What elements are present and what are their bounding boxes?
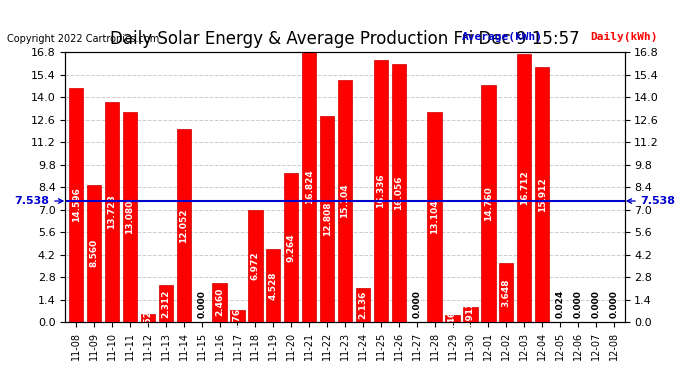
Text: Copyright 2022 Cartronics.com: Copyright 2022 Cartronics.com	[7, 34, 159, 44]
Bar	[320, 116, 334, 322]
Text: 0.468: 0.468	[448, 304, 457, 333]
Text: 0.528: 0.528	[144, 304, 152, 332]
Title: Daily Solar Energy & Average Production Fri Dec 9 15:57: Daily Solar Energy & Average Production …	[110, 30, 580, 48]
Text: 14.760: 14.760	[484, 186, 493, 221]
Text: 16.056: 16.056	[394, 176, 403, 210]
Text: 15.104: 15.104	[340, 183, 350, 218]
Text: 2.136: 2.136	[358, 291, 367, 319]
Text: 15.912: 15.912	[538, 177, 546, 212]
Text: 0.000: 0.000	[591, 290, 600, 318]
Bar	[213, 282, 227, 322]
Bar	[535, 67, 549, 322]
Bar	[517, 54, 531, 322]
Bar	[427, 112, 442, 322]
Bar	[248, 210, 263, 322]
Text: 9.264: 9.264	[287, 233, 296, 262]
Text: 0.912: 0.912	[466, 300, 475, 329]
Bar	[105, 102, 119, 322]
Bar	[266, 249, 280, 322]
Bar	[392, 64, 406, 322]
Text: 12.808: 12.808	[323, 202, 332, 237]
Bar	[481, 85, 495, 322]
Bar	[284, 173, 298, 322]
Text: 0.000: 0.000	[573, 290, 582, 318]
Bar	[159, 285, 173, 322]
Text: 13.728: 13.728	[108, 195, 117, 229]
Bar	[69, 88, 83, 322]
Text: 13.080: 13.080	[126, 200, 135, 234]
Bar	[445, 315, 460, 322]
Text: 4.528: 4.528	[269, 272, 278, 300]
Bar	[123, 112, 137, 322]
Text: 12.052: 12.052	[179, 208, 188, 243]
Bar	[338, 80, 352, 322]
Text: 2.312: 2.312	[161, 289, 170, 318]
Bar	[374, 60, 388, 322]
Bar	[356, 288, 370, 322]
Text: 2.460: 2.460	[215, 288, 224, 316]
Bar	[302, 52, 316, 322]
Text: 8.560: 8.560	[90, 239, 99, 267]
Bar	[499, 264, 513, 322]
Text: 14.596: 14.596	[72, 188, 81, 222]
Text: 0.000: 0.000	[609, 290, 618, 318]
Text: 13.104: 13.104	[430, 200, 439, 234]
Text: 0.000: 0.000	[412, 290, 421, 318]
Text: 0.024: 0.024	[555, 290, 564, 318]
Text: 16.712: 16.712	[520, 171, 529, 205]
Text: 0.000: 0.000	[197, 290, 206, 318]
Text: 16.824: 16.824	[305, 170, 314, 204]
Bar	[141, 314, 155, 322]
Text: 7.538: 7.538	[14, 196, 63, 206]
Text: 0.764: 0.764	[233, 302, 242, 330]
Text: 7.538: 7.538	[627, 196, 676, 206]
Text: 16.336: 16.336	[376, 174, 385, 208]
Bar	[463, 308, 477, 322]
Text: Average(kWh): Average(kWh)	[462, 32, 543, 42]
Bar	[87, 184, 101, 322]
Text: 6.972: 6.972	[251, 252, 260, 280]
Text: 3.648: 3.648	[502, 279, 511, 307]
Text: Daily(kWh): Daily(kWh)	[590, 32, 658, 42]
Bar	[177, 129, 191, 322]
Bar	[230, 310, 245, 322]
